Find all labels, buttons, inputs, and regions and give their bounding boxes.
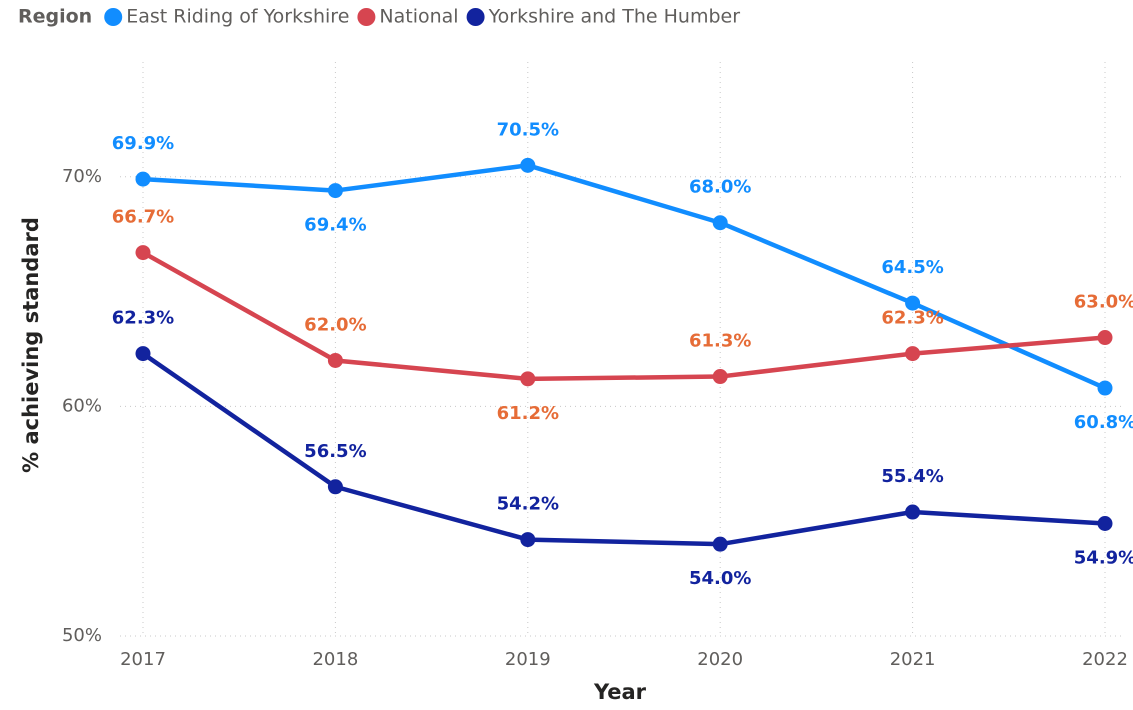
data-label: 68.0% [689, 177, 751, 198]
data-label: 70.5% [497, 119, 559, 140]
x-tick-label: 2022 [1082, 649, 1128, 670]
legend-label: East Riding of Yorkshire [126, 6, 349, 28]
data-label: 62.3% [881, 308, 943, 329]
legend-label: National [379, 6, 458, 28]
data-point [905, 295, 921, 311]
series-line [141, 351, 1106, 547]
data-point [135, 171, 151, 187]
data-point [905, 346, 921, 362]
x-tick-label: 2020 [697, 649, 743, 670]
data-point [712, 369, 728, 385]
x-tick-label: 2018 [312, 649, 358, 670]
data-point [520, 157, 536, 173]
data-point [712, 215, 728, 231]
x-axis-title: Year [593, 680, 647, 704]
x-tick-label: 2017 [120, 649, 166, 670]
data-label: 69.9% [112, 133, 174, 154]
x-tick-label: 2019 [505, 649, 551, 670]
data-label: 54.2% [497, 494, 559, 515]
data-point [327, 183, 343, 199]
data-point [1097, 380, 1113, 396]
legend-title: Region [18, 6, 92, 28]
series-line [141, 250, 1106, 382]
data-point [327, 352, 343, 368]
legend-marker [357, 8, 376, 26]
data-point [905, 504, 921, 520]
data-point [520, 532, 536, 548]
data-label: 54.0% [689, 568, 751, 589]
data-point [327, 479, 343, 495]
y-axis-title: % achieving standard [19, 217, 43, 473]
legend-marker [466, 8, 485, 26]
data-point [712, 536, 728, 552]
data-label: 61.2% [497, 403, 559, 424]
data-point [135, 346, 151, 362]
data-label: 66.7% [112, 207, 174, 228]
data-label: 55.4% [881, 466, 943, 487]
data-point [1097, 330, 1113, 346]
legend-label: Yorkshire and The Humber [488, 6, 741, 28]
series-line [142, 163, 1106, 391]
data-label: 61.3% [689, 331, 751, 352]
y-tick-label: 70% [62, 166, 102, 187]
data-label: 60.8% [1074, 412, 1133, 433]
data-label: 63.0% [1074, 292, 1133, 313]
data-label: 62.3% [112, 308, 174, 329]
y-tick-label: 60% [62, 395, 102, 416]
data-point [135, 245, 151, 261]
data-label: 69.4% [304, 215, 366, 236]
legend-marker [104, 8, 123, 26]
data-label: 62.0% [304, 314, 366, 335]
data-label: 64.5% [881, 257, 943, 278]
data-label: 56.5% [304, 441, 366, 462]
x-tick-label: 2021 [890, 649, 936, 670]
data-point [1097, 515, 1113, 531]
data-point [520, 371, 536, 387]
data-label: 54.9% [1074, 547, 1133, 568]
y-tick-label: 50% [62, 625, 102, 646]
